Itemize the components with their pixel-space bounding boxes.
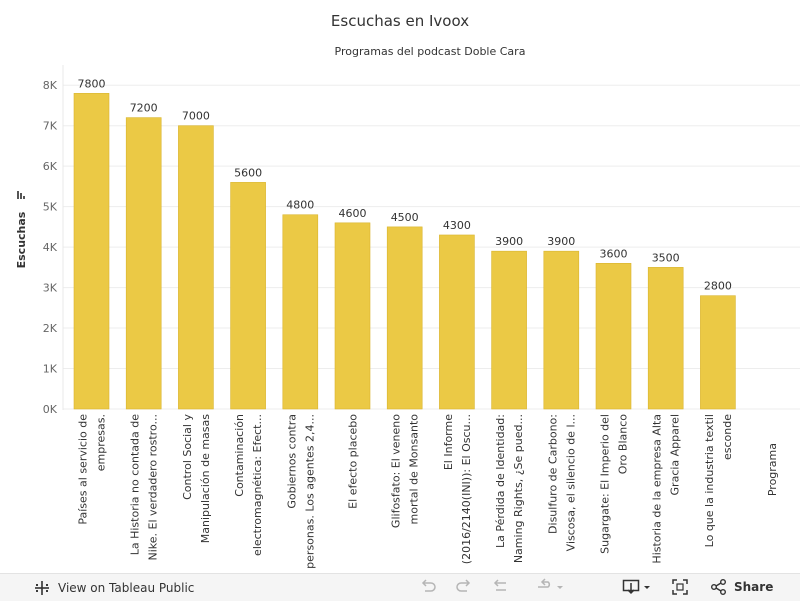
share-label: Share (734, 580, 774, 594)
x-tick-label: Manipulación de masas (199, 414, 212, 543)
x-tick-label: Oro Blanco (617, 414, 630, 475)
data-label: 2800 (704, 280, 732, 293)
data-label: 7000 (182, 110, 210, 123)
data-label: 4500 (391, 211, 419, 224)
data-label: 7800 (78, 77, 106, 90)
download-icon (622, 579, 650, 595)
x-tick-label: Historia de la empresa Alta (651, 414, 664, 564)
undo-icon (421, 579, 436, 592)
x-tick-label: Glifosfato: El veneno (390, 414, 403, 528)
x-tick-label: Gracia Apparel (669, 414, 682, 495)
bar[interactable] (386, 226, 423, 410)
y-tick-label: 2K (43, 322, 58, 335)
bar[interactable] (178, 125, 214, 410)
x-tick-label: empresas. (95, 414, 108, 471)
view-on-tableau-link[interactable]: View on Tableau Public (34, 580, 194, 596)
undo-button[interactable] (419, 578, 437, 596)
x-axis-title: Programa (766, 443, 779, 496)
refresh-icon (538, 578, 563, 589)
refresh-button[interactable] (535, 578, 565, 596)
x-tick-label: La Pérdida de Identidad: (494, 414, 507, 548)
y-tick-label: 0K (43, 403, 58, 416)
bar[interactable] (73, 93, 110, 410)
x-tick-label: Nike. El verdadero rostro... (147, 414, 160, 560)
tableau-logo-icon (35, 581, 49, 595)
data-label: 4800 (286, 199, 314, 212)
bar[interactable] (282, 214, 319, 410)
data-label: 3500 (652, 251, 680, 264)
y-tick-label: 5K (43, 201, 58, 214)
y-tick-label: 3K (43, 282, 58, 295)
bar[interactable] (125, 117, 162, 410)
data-label: 4300 (443, 219, 471, 232)
share-icon (711, 579, 726, 595)
share-button[interactable]: Share (710, 578, 773, 596)
x-tick-label: Naming Rights, ¿Se pued... (512, 414, 525, 563)
x-tick-label: Países al servicio de (77, 414, 90, 525)
sort-icon[interactable] (17, 191, 25, 199)
x-tick-label: Lo que la industria textil (703, 414, 716, 547)
y-tick-label: 4K (43, 241, 58, 254)
y-tick-label: 8K (43, 79, 58, 92)
fullscreen-icon (672, 579, 688, 595)
data-label: 5600 (234, 166, 262, 179)
bar[interactable] (439, 234, 475, 410)
data-label: 3600 (600, 247, 628, 260)
x-tick-label: Gobiernos contra (285, 414, 298, 509)
bar[interactable] (334, 222, 371, 410)
x-tick-label: mortal de Monsanto (408, 414, 421, 525)
revert-button[interactable] (492, 578, 510, 596)
x-tick-label: El Informe (442, 414, 455, 470)
x-tick-label: personas. Los agentes 2,4... (303, 414, 316, 569)
bar-chart: 0K 1K 2K 3K 4K 5K 6K 7K 8K 7800 7200 7000 5600 4800 4… (15, 65, 800, 569)
view-on-tableau-label: View on Tableau Public (58, 581, 195, 595)
x-tick-label: El efecto placebo (347, 414, 360, 509)
chart-title: Escuchas en Ivoox (330, 12, 470, 30)
bar[interactable] (543, 250, 580, 410)
redo-button[interactable] (455, 578, 473, 596)
bar[interactable] (647, 267, 684, 410)
bar[interactable] (595, 263, 632, 410)
bar[interactable] (700, 295, 736, 410)
y-tick-label: 6K (43, 160, 58, 173)
revert-icon (493, 579, 506, 591)
bar[interactable] (491, 250, 527, 410)
bar[interactable] (230, 182, 266, 410)
x-tick-label: electromagnética: Efect... (251, 414, 264, 556)
fullscreen-button[interactable] (671, 578, 689, 596)
chart-subtitle: Programas del podcast Doble Cara (334, 45, 526, 58)
data-label: 3900 (495, 235, 523, 248)
x-tick-label: Viscosa, el silencio de l... (564, 414, 577, 551)
x-tick-label: esconde (721, 414, 734, 460)
y-axis-title: Escuchas (15, 211, 28, 268)
data-label: 3900 (547, 235, 575, 248)
x-tick-label: Sugargate: El Imperio del (599, 414, 612, 554)
x-tick-label: Contaminación (233, 414, 246, 497)
tableau-toolbar: View on Tableau Public (0, 573, 800, 601)
x-tick-label: (2016/2140(INI)): El Oscu... (460, 414, 473, 564)
download-button[interactable] (622, 578, 654, 596)
data-label: 7200 (130, 102, 158, 115)
x-tick-label: La Historia no contada de (129, 414, 142, 555)
x-tick-label: Disulfuro de Carbono: (546, 414, 559, 534)
data-label: 4600 (339, 207, 367, 220)
redo-icon (456, 579, 471, 592)
y-tick-label: 1K (43, 363, 58, 376)
y-tick-label: 7K (43, 120, 58, 133)
x-tick-label: Control Social y (181, 414, 194, 500)
